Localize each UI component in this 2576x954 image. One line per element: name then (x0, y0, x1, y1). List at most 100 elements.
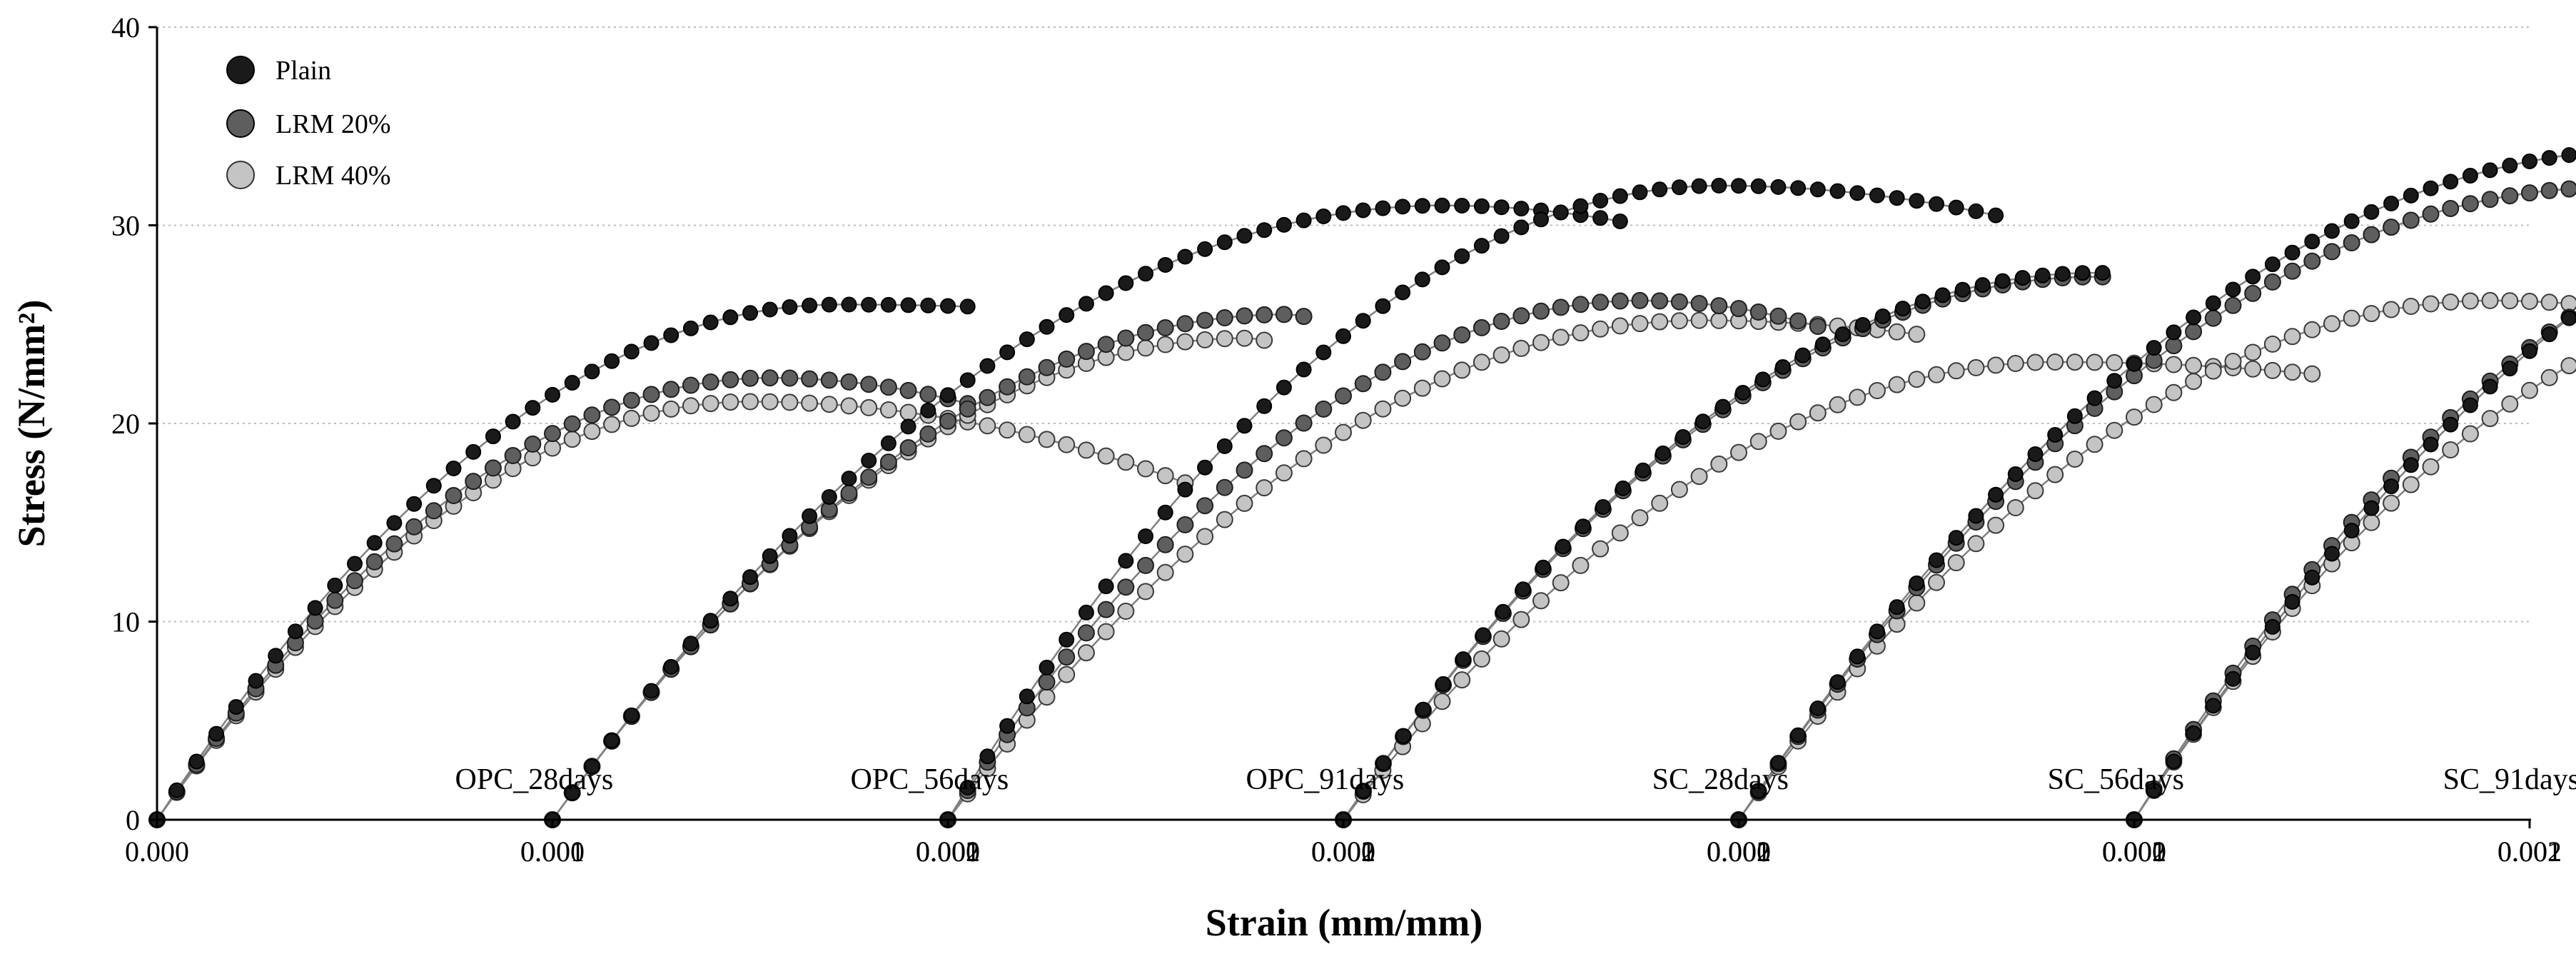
data-point (2046, 466, 2064, 483)
data-point (663, 327, 680, 343)
data-point (801, 394, 819, 412)
data-point (2363, 226, 2380, 243)
data-point (662, 381, 680, 398)
data-point (564, 375, 580, 391)
data-point (1888, 376, 1906, 393)
data-point (1967, 358, 1985, 376)
data-point (584, 363, 600, 380)
data-point (1394, 353, 1412, 371)
data-point (840, 484, 858, 502)
data-point (722, 393, 739, 411)
data-points (148, 147, 2576, 828)
data-point (702, 395, 719, 413)
data-point (999, 421, 1016, 439)
data-point (366, 535, 383, 551)
data-point (2501, 187, 2519, 205)
data-point (168, 782, 185, 798)
data-point (1690, 468, 1708, 486)
data-point (2014, 270, 2031, 286)
data-point (1236, 307, 1253, 325)
data-point (1710, 311, 1728, 329)
data-point (1774, 359, 1791, 375)
data-point (1038, 673, 1056, 691)
data-point (1675, 429, 1691, 445)
data-point (1315, 344, 1332, 361)
data-point (662, 400, 680, 418)
data-point (544, 425, 561, 443)
data-point (584, 758, 600, 775)
data-point (2165, 383, 2183, 401)
data-point (2501, 292, 2519, 310)
fit-curve (947, 319, 1917, 820)
data-point (2363, 204, 2380, 220)
data-point (545, 386, 560, 403)
data-point (1197, 241, 1213, 257)
data-point (1077, 624, 1095, 642)
data-point (484, 459, 502, 477)
data-point (1137, 556, 1154, 574)
data-point (2006, 355, 2024, 372)
data-point (1453, 671, 1471, 689)
data-point (2263, 361, 2281, 379)
data-point (959, 400, 976, 418)
data-point (2185, 356, 2203, 374)
data-point (1415, 701, 1431, 718)
data-point (1909, 575, 1925, 591)
data-point (2245, 268, 2261, 285)
legend-marker-plain (226, 56, 255, 84)
data-point (1413, 343, 1431, 361)
x-tick-label: 0.002 (2102, 835, 2166, 868)
data-point (1216, 234, 1233, 251)
data-point (1908, 594, 1926, 612)
data-point (642, 404, 660, 422)
data-point (1492, 313, 1510, 330)
data-point (1137, 583, 1154, 601)
panel-label: SC_28days (1652, 763, 1789, 796)
data-point (722, 309, 739, 326)
data-point (1988, 486, 2004, 503)
data-point (2442, 441, 2460, 458)
data-point (1058, 648, 1076, 666)
data-point (2561, 147, 2576, 164)
data-point (2363, 500, 2380, 516)
data-point (1652, 181, 1668, 198)
data-point (1809, 404, 1827, 422)
data-point (1256, 222, 1273, 239)
data-point (1355, 783, 1371, 799)
data-point (2343, 309, 2360, 327)
data-point (2481, 410, 2499, 428)
x-tick-label: 0.002 (1707, 835, 1771, 868)
data-point (1236, 228, 1253, 244)
data-point (820, 396, 838, 413)
x-tick-label: 0.000 (2102, 835, 2166, 868)
data-point (1157, 257, 1173, 273)
data-point (821, 296, 837, 313)
data-point (2245, 644, 2261, 661)
data-point (1156, 536, 1174, 553)
data-point (1276, 379, 1292, 396)
data-point (2066, 408, 2083, 424)
data-point (1098, 578, 1114, 595)
data-point (1157, 504, 1173, 521)
x-tick-label: 0.002 (2497, 835, 2562, 868)
data-point (1455, 651, 1471, 668)
data-point (1690, 311, 1708, 329)
data-point (1256, 331, 1273, 349)
data-point (1492, 630, 1510, 648)
data-point (1097, 601, 1115, 618)
data-point (1631, 509, 1649, 527)
data-point (1651, 292, 1669, 310)
data-point (1197, 459, 1213, 476)
data-point (1829, 674, 1846, 691)
data-point (1275, 306, 1293, 323)
data-point (2422, 205, 2440, 223)
data-point (2461, 195, 2479, 213)
data-point (682, 636, 699, 652)
data-point (1532, 333, 1550, 351)
data-point (2284, 244, 2300, 261)
data-point (1671, 179, 1687, 196)
data-point (1834, 326, 1851, 343)
data-point (2461, 292, 2479, 310)
data-point (2166, 753, 2182, 770)
data-point (1236, 461, 1253, 479)
